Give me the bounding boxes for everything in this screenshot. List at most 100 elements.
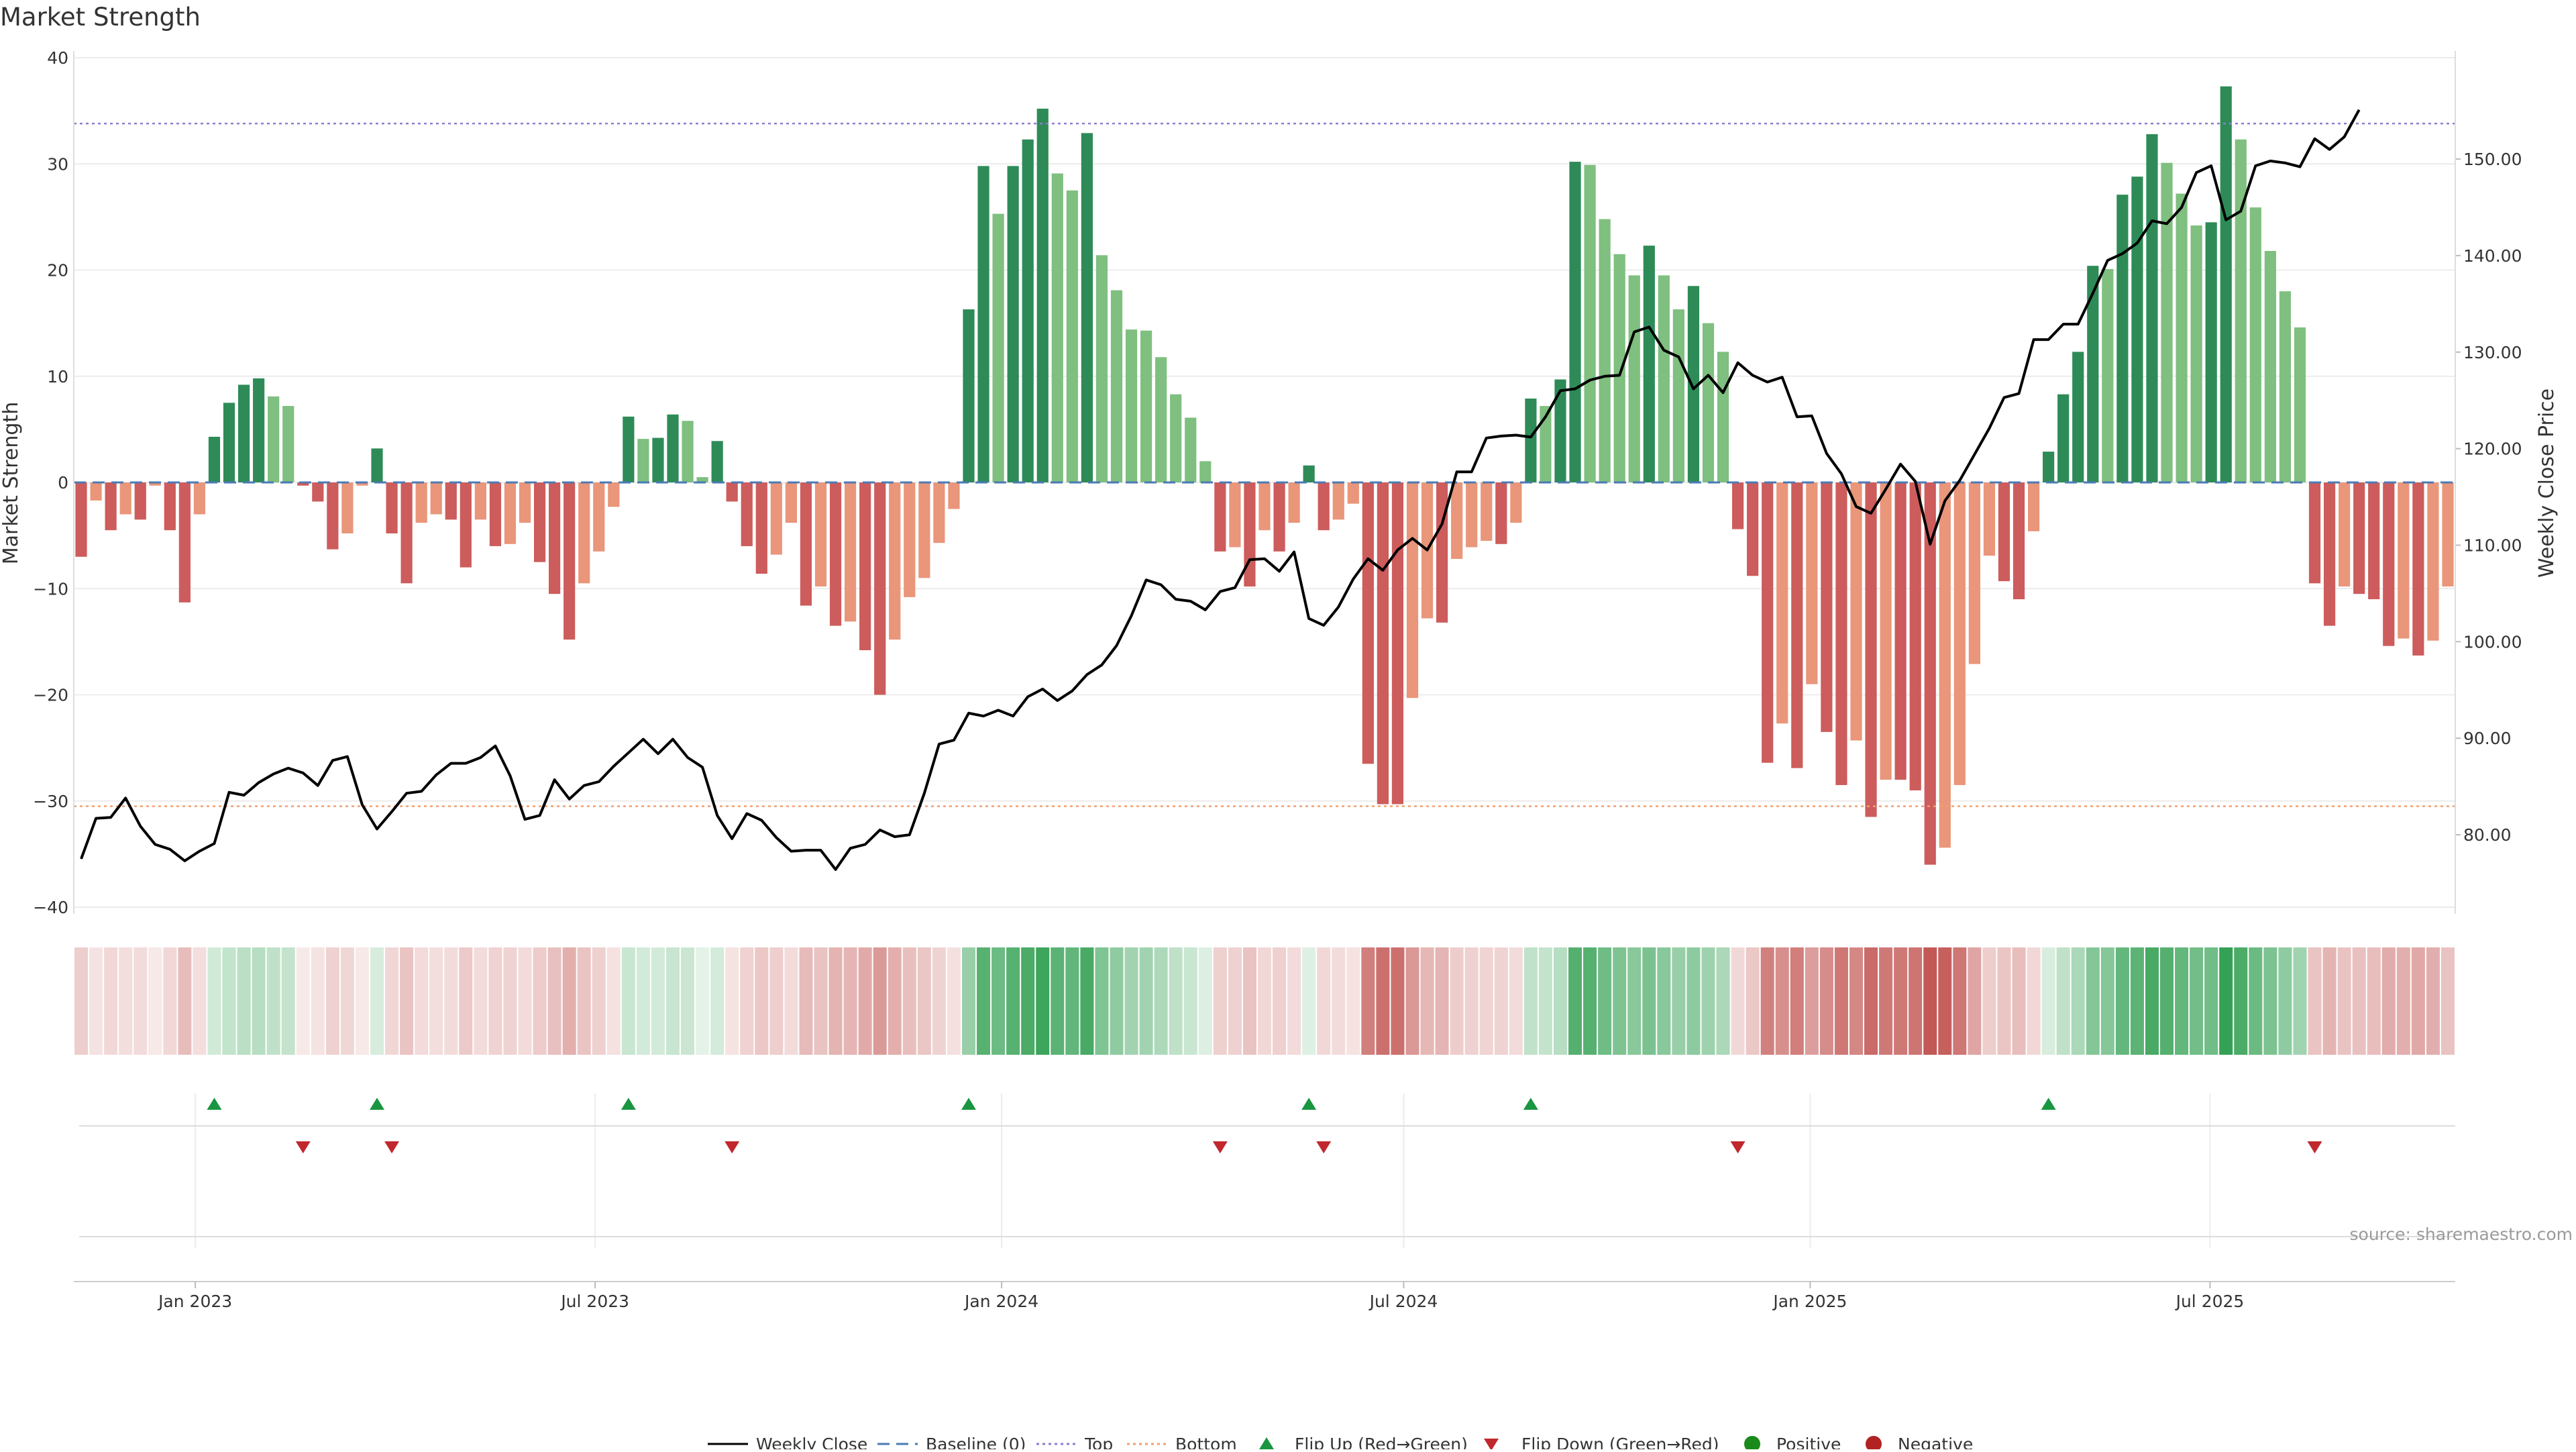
- strength-bar: [2027, 482, 2040, 531]
- strength-bar: [623, 416, 635, 482]
- heat-cell: [755, 947, 769, 1055]
- heat-cell: [961, 947, 976, 1055]
- strength-bar: [430, 482, 442, 515]
- strength-bar: [386, 482, 398, 533]
- heat-cell: [311, 947, 325, 1055]
- heat-cell: [533, 947, 547, 1055]
- strength-bar: [1939, 482, 1951, 848]
- strength-bar: [726, 482, 738, 502]
- heat-cell: [133, 947, 148, 1055]
- heat-cell: [1686, 947, 1701, 1055]
- strength-bar: [371, 448, 383, 482]
- strength-bar: [593, 482, 605, 552]
- heat-cell: [1154, 947, 1168, 1055]
- heat-cell: [799, 947, 813, 1055]
- strength-bar: [119, 482, 131, 515]
- heat-cell: [991, 947, 1006, 1055]
- heat-cell: [2130, 947, 2144, 1055]
- strength-bar: [2012, 482, 2025, 600]
- heat-cell: [651, 947, 665, 1055]
- strength-bar: [1525, 398, 1537, 482]
- strength-bar: [1510, 482, 1522, 523]
- heat-cell: [977, 947, 991, 1055]
- heat-cell: [2381, 947, 2396, 1055]
- strength-bar: [1983, 482, 1996, 556]
- strength-bar: [1953, 482, 1966, 786]
- heat-cell: [518, 947, 532, 1055]
- x-tick-label: Jan 2024: [963, 1292, 1038, 1311]
- strength-bar: [549, 482, 561, 594]
- heat-cell: [1494, 947, 1508, 1055]
- strength-bar: [608, 482, 620, 507]
- strength-bar: [2102, 268, 2114, 482]
- strength-bar: [223, 403, 235, 482]
- heat-cell: [740, 947, 754, 1055]
- strength-bar: [2146, 134, 2158, 482]
- right-tick-label: 150.00: [2463, 150, 2522, 169]
- strength-bar: [460, 482, 472, 568]
- heat-cell: [104, 947, 118, 1055]
- strength-bar: [75, 482, 87, 557]
- strength-bar: [2383, 482, 2395, 646]
- strength-bar: [2072, 352, 2084, 482]
- strength-bar: [1022, 139, 1034, 483]
- strength-bar: [1436, 482, 1448, 623]
- strength-bar: [1481, 482, 1493, 541]
- heat-cell: [1051, 947, 1065, 1055]
- x-tick-label: Jan 2023: [157, 1292, 232, 1311]
- legend-negative-label: Negative: [1898, 1435, 1973, 1449]
- heat-cell: [2234, 947, 2248, 1055]
- heat-cell: [444, 947, 458, 1055]
- heat-cell: [2219, 947, 2233, 1055]
- strength-bar: [445, 482, 457, 520]
- flip-up-marker: [1523, 1098, 1538, 1110]
- heat-cell: [2322, 947, 2337, 1055]
- heat-cell: [503, 947, 517, 1055]
- strength-bar: [1229, 482, 1241, 548]
- strength-bar: [1835, 482, 1847, 786]
- strength-bar: [193, 482, 206, 515]
- strength-bar: [1332, 482, 1344, 520]
- strength-bar: [2339, 482, 2351, 587]
- flip-up-marker: [1301, 1098, 1317, 1110]
- strength-bar: [578, 482, 590, 584]
- heat-cell: [2056, 947, 2070, 1055]
- strength-bar: [1273, 482, 1285, 552]
- heat-cell: [1657, 947, 1671, 1055]
- heat-cell: [2249, 947, 2263, 1055]
- flip-down-marker: [384, 1141, 400, 1153]
- heat-cell: [1213, 947, 1227, 1055]
- strength-bar: [1258, 482, 1271, 531]
- strength-bar: [1791, 482, 1803, 768]
- strength-bar: [1110, 290, 1123, 482]
- heat-cell: [1672, 947, 1686, 1055]
- strength-bar: [755, 482, 767, 574]
- heat-cell: [1613, 947, 1627, 1055]
- heat-cell: [2204, 947, 2218, 1055]
- strength-bar: [2294, 327, 2306, 482]
- heat-cell: [784, 947, 798, 1055]
- strength-bar: [90, 482, 102, 501]
- heat-cell: [2263, 947, 2277, 1055]
- strength-bar: [1924, 482, 1936, 865]
- heat-cell: [2411, 947, 2425, 1055]
- heat-cell: [148, 947, 162, 1055]
- strength-bar: [1007, 166, 1019, 483]
- heat-cell: [1435, 947, 1449, 1055]
- strength-bar: [1495, 482, 1507, 544]
- strength-bar: [1244, 482, 1256, 587]
- heat-cell: [606, 947, 621, 1055]
- heat-cell: [2175, 947, 2189, 1055]
- strength-bar: [859, 482, 871, 651]
- strength-bar: [741, 482, 753, 546]
- strength-bar: [134, 482, 146, 520]
- strength-bar: [1865, 482, 1877, 817]
- strength-bar: [2087, 266, 2099, 482]
- heat-cell: [1805, 947, 1819, 1055]
- heat-cell: [2145, 947, 2159, 1055]
- heat-cell: [1332, 947, 1346, 1055]
- strength-bar: [1406, 482, 1419, 698]
- strength-bar: [637, 439, 649, 482]
- x-tick-label: Jan 2025: [1772, 1292, 1847, 1311]
- heat-cell: [1346, 947, 1360, 1055]
